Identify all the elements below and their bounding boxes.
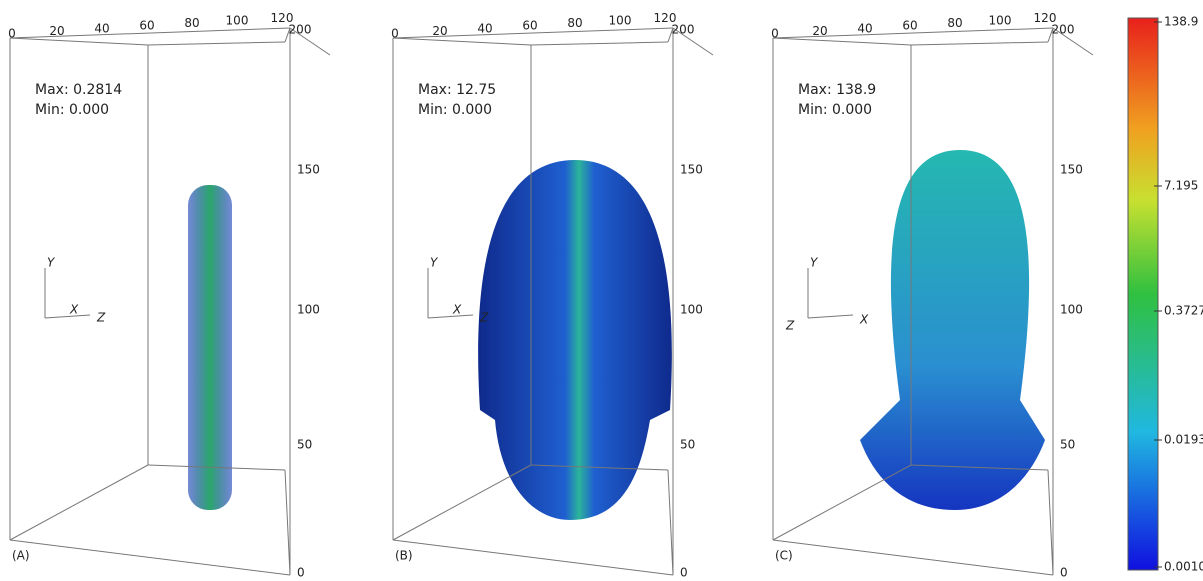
box-edge bbox=[773, 465, 911, 540]
axis-label: X bbox=[69, 303, 79, 317]
y-tick-label: 0 bbox=[680, 566, 688, 580]
depth-tick-label: 200 bbox=[289, 23, 312, 37]
axis-triad bbox=[45, 315, 90, 318]
min-label: Min: 0.000 bbox=[418, 102, 492, 118]
plume bbox=[478, 160, 672, 520]
max-label: Max: 0.2814 bbox=[35, 82, 122, 98]
panel-label: (B) bbox=[395, 549, 413, 563]
axis-triad bbox=[428, 315, 473, 318]
colorbar-label: 0.00100 bbox=[1164, 560, 1203, 574]
y-tick-label: 50 bbox=[680, 438, 695, 452]
figure: 020406080100120200150100500Max: 0.2814Mi… bbox=[0, 0, 1203, 581]
x-tick-label: 0 bbox=[771, 27, 779, 41]
x-tick-label: 80 bbox=[184, 16, 199, 30]
min-label: Min: 0.000 bbox=[798, 102, 872, 118]
box-edge bbox=[773, 540, 1053, 575]
y-tick-label: 100 bbox=[680, 303, 703, 317]
x-tick-label: 0 bbox=[8, 27, 16, 41]
box-edge bbox=[10, 38, 148, 45]
y-tick-label: 150 bbox=[680, 163, 703, 177]
y-tick-label: 100 bbox=[297, 303, 320, 317]
box-edge bbox=[285, 470, 290, 575]
axis-label: X bbox=[859, 313, 869, 327]
depth-tick-label: 200 bbox=[672, 23, 695, 37]
y-tick-label: 50 bbox=[297, 438, 312, 452]
y-tick-label: 50 bbox=[1060, 438, 1075, 452]
colorbar-label: 0.01931 bbox=[1164, 433, 1203, 447]
axis-label: Z bbox=[479, 311, 489, 325]
box-edge bbox=[10, 540, 290, 575]
colorbar-label: 138.9 bbox=[1164, 15, 1198, 29]
x-tick-label: 100 bbox=[226, 14, 249, 28]
x-tick-label: 20 bbox=[432, 24, 447, 38]
y-tick-label: 0 bbox=[297, 566, 305, 580]
x-tick-label: 0 bbox=[391, 27, 399, 41]
box-edge bbox=[393, 465, 531, 540]
box-edge bbox=[148, 42, 285, 45]
box-edge bbox=[1048, 470, 1053, 575]
x-tick-label: 20 bbox=[49, 24, 64, 38]
x-tick-label: 80 bbox=[947, 16, 962, 30]
box-edge bbox=[393, 540, 673, 575]
depth-tick-label: 200 bbox=[1052, 23, 1075, 37]
colorbar-label: 7.195 bbox=[1164, 179, 1198, 193]
colorbar-label: 0.3727 bbox=[1164, 304, 1203, 318]
axis-label: Y bbox=[430, 256, 439, 270]
max-label: Max: 12.75 bbox=[418, 82, 496, 98]
x-tick-label: 100 bbox=[609, 14, 632, 28]
x-tick-label: 60 bbox=[902, 19, 917, 33]
x-tick-label: 40 bbox=[477, 21, 492, 35]
axis-label: X bbox=[452, 303, 462, 317]
axis-label: Z bbox=[785, 319, 795, 333]
y-tick-label: 150 bbox=[297, 163, 320, 177]
y-tick-label: 100 bbox=[1060, 303, 1083, 317]
panel-label: (A) bbox=[12, 549, 30, 563]
box-edge bbox=[911, 42, 1048, 45]
max-label: Max: 138.9 bbox=[798, 82, 876, 98]
y-tick-label: 150 bbox=[1060, 163, 1083, 177]
x-tick-label: 100 bbox=[989, 14, 1012, 28]
x-tick-label: 60 bbox=[522, 19, 537, 33]
plume bbox=[860, 150, 1045, 510]
plume bbox=[188, 185, 232, 510]
x-tick-label: 40 bbox=[857, 21, 872, 35]
panel-label: (C) bbox=[775, 549, 793, 563]
x-tick-label: 80 bbox=[567, 16, 582, 30]
axis-label: Y bbox=[810, 256, 819, 270]
box-edge bbox=[393, 38, 531, 45]
axis-label: Z bbox=[96, 311, 106, 325]
axis-triad bbox=[808, 315, 853, 318]
colorbar bbox=[1128, 18, 1158, 570]
x-tick-label: 20 bbox=[812, 24, 827, 38]
box-edge bbox=[773, 38, 911, 45]
min-label: Min: 0.000 bbox=[35, 102, 109, 118]
box-edge bbox=[531, 42, 668, 45]
y-tick-label: 0 bbox=[1060, 566, 1068, 580]
box-edge bbox=[10, 465, 148, 540]
axis-label: Y bbox=[47, 256, 56, 270]
box-edge bbox=[668, 470, 673, 575]
x-tick-label: 60 bbox=[139, 19, 154, 33]
x-tick-label: 40 bbox=[94, 21, 109, 35]
